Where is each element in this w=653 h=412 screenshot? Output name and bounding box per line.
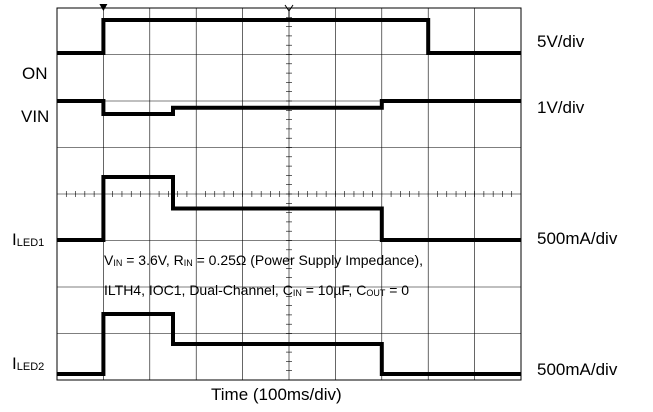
scale-label-on: 5V/div (537, 32, 585, 51)
trace-iled1 (57, 175, 521, 242)
trigger-marker (99, 4, 108, 11)
conditions-annotation-line2: ILTH4, IOC1, Dual-Channel, CIN = 10µF, C… (104, 282, 410, 298)
scale-label-vin: 1V/div (537, 98, 585, 117)
scale-label-iled1: 500mA/div (537, 229, 618, 248)
scale-label-iled2: 500mA/div (537, 360, 618, 379)
channel-label-vin: VIN (21, 107, 50, 126)
graticule (56, 7, 522, 381)
channel-label-iled1: ILED1 (12, 230, 45, 249)
channel-label-iled2: ILED2 (12, 354, 45, 373)
trace-iled2 (57, 312, 521, 376)
trigger-markers (99, 4, 294, 17)
conditions-annotation-line1: VIN = 3.6V, RIN = 0.25Ω (Power Supply Im… (104, 252, 424, 268)
traces (57, 18, 521, 376)
x-axis-label: Time (100ms/div) (211, 385, 342, 404)
trace-on (57, 18, 521, 55)
channel-label-on: ON (22, 64, 48, 83)
trace-vin (57, 99, 521, 116)
trigger-position-marker (284, 4, 294, 17)
